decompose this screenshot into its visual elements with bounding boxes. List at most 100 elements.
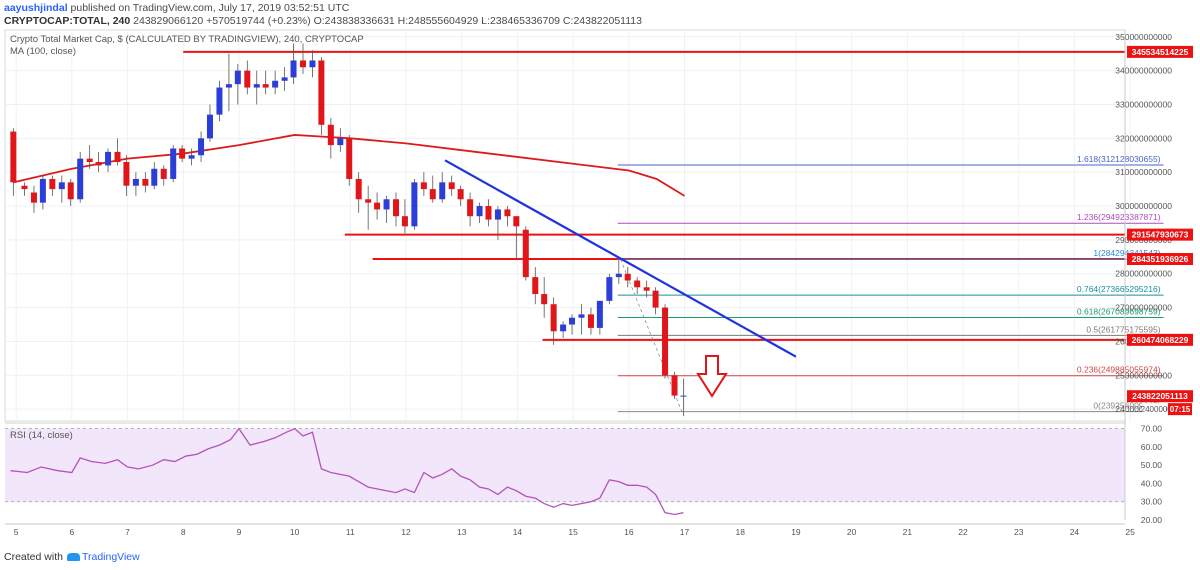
- level-price-label: 345534514225: [1132, 47, 1189, 57]
- chart-canvas[interactable]: 20.00 30.00 40.00 50.00 60.00 70.00 1.618(312…: [0, 0, 1200, 550]
- price-tick-label: 340000000000: [1115, 66, 1172, 76]
- candle-body: [596, 300, 603, 328]
- candle-body: [365, 199, 372, 203]
- candle-body: [290, 60, 297, 78]
- time-tick-label: 10: [290, 527, 300, 537]
- candle-body: [662, 307, 669, 376]
- fib-level-label: 0.236(249885055974): [1077, 365, 1161, 375]
- down-arrow-icon: [696, 355, 728, 398]
- candle-body: [234, 70, 241, 85]
- candle-body: [569, 317, 576, 325]
- current-price-label: 243822051113: [1132, 391, 1188, 401]
- candle-body: [86, 158, 93, 163]
- author-link[interactable]: aayushjindal: [4, 2, 68, 14]
- price-grid: [4, 29, 1131, 422]
- price-tick-label: 350000000000: [1115, 32, 1172, 42]
- time-tick-label: 20: [847, 527, 857, 537]
- change-text: +570519744 (+0.23%): [206, 15, 311, 27]
- level-price-tag: [1127, 45, 1193, 58]
- tradingview-link[interactable]: TradingView: [81, 551, 140, 563]
- candle-body: [95, 162, 102, 166]
- countdown-price-bg: [1142, 403, 1166, 416]
- candle-body: [587, 314, 594, 328]
- candle-body: [132, 178, 139, 186]
- level-price-label: 291547930673: [1132, 230, 1189, 240]
- down-arrow-group: [696, 355, 728, 398]
- candle-body: [634, 280, 641, 288]
- fib-level-label: 0.764(273665295216): [1077, 284, 1161, 294]
- time-tick-label: 17: [680, 527, 690, 537]
- time-tick-label: 15: [568, 527, 578, 537]
- candle-body: [216, 87, 223, 115]
- fib-level-label: 1.236(294923387871): [1077, 212, 1161, 222]
- candle-body: [299, 60, 306, 68]
- candle-body: [680, 395, 687, 397]
- price-tick-label: 300000000000: [1115, 201, 1172, 211]
- rsi-tick-label: 30.00: [1141, 497, 1163, 507]
- candle-body: [67, 182, 74, 200]
- candle-body: [142, 178, 149, 186]
- countdown-time-label: 07:15: [1170, 405, 1191, 414]
- price-tick-label: 320000000000: [1115, 133, 1172, 143]
- time-tick-label: 7: [125, 527, 130, 537]
- candle-body: [383, 199, 390, 210]
- candle-body: [439, 182, 446, 200]
- candle-body: [10, 131, 17, 183]
- candle-body: [281, 77, 288, 81]
- candle-body: [467, 199, 474, 217]
- time-tick-label: 18: [736, 527, 746, 537]
- published-text: published on TradingView.com, July 17, 2…: [70, 2, 350, 14]
- candle-body: [327, 124, 334, 146]
- price-tick-label: 270000000000: [1115, 303, 1172, 313]
- candle-body: [198, 138, 205, 156]
- candle-body: [532, 277, 539, 295]
- publish-line: aayushjindal published on TradingView.co…: [4, 2, 349, 14]
- rsi-tick-label: 60.00: [1141, 442, 1163, 452]
- candle-body: [262, 84, 269, 88]
- candle-body: [429, 189, 436, 200]
- price-tick-label: 310000000000: [1115, 167, 1172, 177]
- rsi-legend: RSI (14, close): [10, 430, 73, 441]
- candle-body: [160, 168, 167, 179]
- price-tick-label: 280000000000: [1115, 269, 1172, 279]
- candle-body: [457, 189, 464, 200]
- price-tick-label: 250000000000: [1115, 370, 1172, 380]
- level-price-tag: [1127, 253, 1193, 266]
- time-tick-label: 11: [346, 527, 355, 537]
- candle-body: [58, 182, 65, 190]
- time-tick-label: 16: [624, 527, 634, 537]
- candle-body: [393, 199, 400, 217]
- candle-body: [374, 202, 381, 210]
- time-tick-label: 21: [903, 527, 913, 537]
- candle-body: [123, 162, 130, 186]
- candle-body: [411, 182, 418, 227]
- low-value: 238465336709: [489, 15, 561, 27]
- candle-body: [560, 324, 567, 332]
- candle-body: [206, 114, 213, 139]
- candle-body: [578, 314, 585, 318]
- chart-legend-title: Crypto Total Market Cap, $ (CALCULATED B…: [10, 34, 364, 45]
- candle-body: [448, 182, 455, 190]
- candle-body: [485, 206, 492, 220]
- level-price-label: 284351936926: [1132, 254, 1189, 264]
- rsi-tick-label: 20.00: [1141, 515, 1163, 525]
- time-tick-label: 19: [791, 527, 801, 537]
- candle-body: [624, 273, 631, 281]
- candle-body: [522, 229, 529, 278]
- candle-body: [253, 84, 260, 88]
- time-tick-label: 23: [1014, 527, 1024, 537]
- symbol-text: CRYPTOCAP:TOTAL, 240: [4, 15, 131, 27]
- time-tick-label: 6: [69, 527, 74, 537]
- candle-body: [401, 216, 408, 227]
- rsi-panel: 20.00 30.00 40.00 50.00 60.00 70.00: [5, 422, 1163, 525]
- candle-body: [355, 178, 362, 200]
- candle-body: [504, 209, 511, 217]
- bearish-trend-line: [444, 159, 797, 358]
- candle-body: [179, 148, 186, 159]
- candle-body: [272, 80, 279, 88]
- candle-body: [346, 138, 353, 179]
- candle-body: [541, 294, 548, 305]
- time-tick-label: 5: [14, 527, 19, 537]
- candle-body: [494, 209, 501, 220]
- price-axis: 2400000000002500000000002600000000002700…: [1115, 30, 1193, 520]
